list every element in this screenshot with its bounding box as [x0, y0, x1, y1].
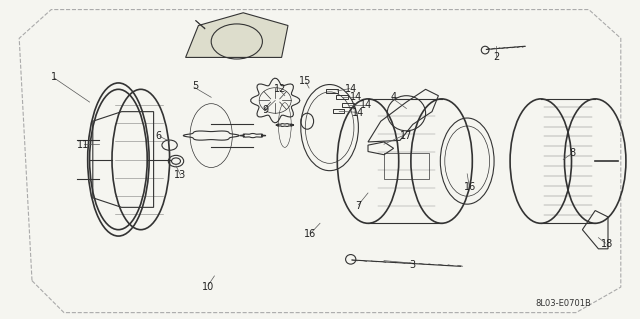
Text: 18: 18	[600, 239, 613, 249]
Text: 11: 11	[77, 140, 90, 150]
Text: 10: 10	[202, 282, 214, 292]
Bar	[336, 95, 348, 99]
Text: 15: 15	[299, 76, 312, 86]
Text: 14: 14	[344, 84, 357, 94]
Text: 8: 8	[570, 148, 576, 158]
Bar	[342, 103, 354, 107]
Text: 16: 16	[304, 229, 317, 240]
Text: 16: 16	[464, 182, 477, 192]
Bar	[384, 153, 429, 179]
Text: 3: 3	[410, 260, 416, 270]
Text: 12: 12	[273, 84, 286, 94]
Bar	[326, 89, 338, 93]
Text: 6: 6	[156, 130, 162, 141]
Bar	[333, 109, 344, 113]
Text: 5: 5	[192, 81, 198, 91]
Text: 7: 7	[355, 201, 362, 211]
Polygon shape	[186, 13, 288, 57]
Text: 2: 2	[493, 52, 499, 63]
Text: 4: 4	[390, 92, 397, 102]
Text: 13: 13	[174, 170, 187, 181]
Text: 1: 1	[51, 71, 58, 82]
Text: 8L03-E0701B: 8L03-E0701B	[535, 299, 591, 308]
Text: 14: 14	[350, 92, 363, 102]
Text: 9: 9	[262, 105, 269, 115]
Text: 14: 14	[360, 100, 372, 110]
Text: 14: 14	[352, 108, 365, 118]
Text: 17: 17	[400, 130, 413, 141]
